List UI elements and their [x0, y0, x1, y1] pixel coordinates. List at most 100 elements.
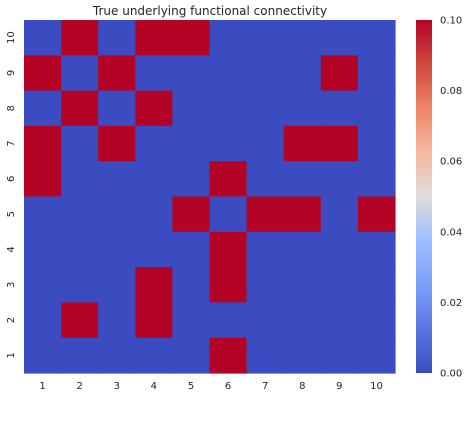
heatmap-cell-r4-c4 [135, 231, 173, 268]
heatmap-cell-r9-c8 [283, 55, 322, 92]
heatmap-cell-r7-c1 [24, 125, 62, 162]
heatmap-cell-r6-c4 [135, 161, 173, 198]
heatmap-cell-r5-c5 [172, 196, 211, 233]
heatmap-cell-r9-c2 [61, 55, 99, 92]
heatmap-cell-r8-c3 [98, 90, 136, 127]
x-tick-label: 2 [76, 381, 82, 392]
y-tick-label: 3 [6, 282, 17, 288]
heatmap-cell-r4-c2 [61, 231, 99, 268]
heatmap-cell-r9-c4 [135, 55, 173, 92]
heatmap-cell-r8-c4 [135, 90, 173, 127]
heatmap-cell-r10-c5 [172, 20, 211, 56]
heatmap-cell-r2-c7 [246, 302, 285, 339]
heatmap-cell-r5-c6 [209, 196, 248, 233]
heatmap-cell-r2-c5 [172, 302, 211, 339]
heatmap-cell-r4-c5 [172, 231, 211, 268]
heatmap-cell-r3-c10 [357, 267, 396, 303]
heatmap-cell-r5-c4 [135, 196, 173, 233]
heatmap-cell-r8-c5 [172, 90, 211, 127]
colorbar-tick-label: 0.06 [440, 157, 462, 168]
heatmap-cell-r2-c10 [357, 302, 396, 339]
heatmap-cell-r5-c7 [246, 196, 285, 233]
x-axis-ticks: 1 2 3 4 5 6 7 8 9 10 [39, 381, 382, 392]
heatmap-cell-r6-c1 [24, 161, 62, 198]
heatmap-cell-r2-c2 [61, 302, 99, 339]
colorbar-tick-label: 0.08 [440, 86, 462, 97]
heatmap-cell-r10-c3 [98, 20, 136, 56]
heatmap-cell-r5-c3 [98, 196, 136, 233]
heatmap-cell-r6-c5 [172, 161, 211, 198]
heatmap-cell-r10-c2 [61, 20, 99, 56]
heatmap-cell-r2-c9 [320, 302, 359, 339]
heatmap-cell-r7-c9 [320, 125, 359, 162]
heatmap-cell-r5-c2 [61, 196, 99, 233]
x-tick-label: 10 [370, 381, 383, 392]
heatmap-cell-r3-c1 [24, 267, 62, 303]
x-tick-label: 3 [114, 381, 120, 392]
heatmap-cell-r4-c8 [283, 231, 322, 268]
heatmap-cell-r6-c2 [61, 161, 99, 198]
heatmap-cell-r5-c9 [320, 196, 359, 233]
heatmap-cell-r1-c4 [135, 337, 173, 374]
heatmap-cell-r8-c10 [357, 90, 396, 127]
colorbar-tick-label: 0.04 [440, 227, 462, 238]
y-tick-label: 9 [6, 70, 17, 76]
x-tick-label: 5 [188, 381, 194, 392]
y-tick-label: 2 [6, 317, 17, 323]
heatmap-cell-r10-c4 [135, 20, 173, 56]
heatmap-cell-r9-c7 [246, 55, 285, 92]
heatmap-cell-r1-c5 [172, 337, 211, 374]
heatmap-cell-r4-c3 [98, 231, 136, 268]
heatmap-cell-r5-c1 [24, 196, 62, 233]
heatmap-cell-r1-c9 [320, 337, 359, 374]
heatmap-cell-r9-c9 [320, 55, 359, 92]
y-tick-label: 1 [6, 352, 17, 358]
heatmap-cell-r4-c1 [24, 231, 62, 268]
x-tick-label: 1 [39, 381, 45, 392]
heatmap-cell-r7-c10 [357, 125, 396, 162]
colorbar-tick-label: 0.02 [440, 298, 462, 309]
heatmap-cell-r7-c7 [246, 125, 285, 162]
heatmap-cell-r10-c6 [209, 20, 248, 56]
heatmap-cell-r3-c7 [246, 267, 285, 303]
heatmap-cell-r10-c1 [24, 20, 62, 56]
heatmap-cell-r6-c6 [209, 161, 248, 198]
heatmap-cell-r1-c8 [283, 337, 322, 374]
heatmap-cell-r5-c10 [357, 196, 396, 233]
heatmap-cell-r1-c7 [246, 337, 285, 374]
heatmap-cell-r3-c8 [283, 267, 322, 303]
heatmap-cell-r8-c6 [209, 90, 248, 127]
y-tick-label: 4 [6, 246, 17, 252]
heatmap-cell-r10-c8 [283, 20, 322, 56]
heatmap-cell-r7-c3 [98, 125, 136, 162]
heatmap-cell-r6-c3 [98, 161, 136, 198]
heatmap-cell-r6-c9 [320, 161, 359, 198]
y-tick-label: 6 [6, 176, 17, 182]
heatmap-cell-r10-c10 [357, 20, 396, 56]
heatmap-cell-r1-c3 [98, 337, 136, 374]
x-tick-label: 4 [151, 381, 157, 392]
heatmap-cell-r2-c8 [283, 302, 322, 339]
heatmap-cell-r8-c2 [61, 90, 99, 127]
heatmap-cell-r7-c6 [209, 125, 248, 162]
heatmap-cell-r3-c3 [98, 267, 136, 303]
y-axis-ticks: 1 2 3 4 5 6 7 8 9 10 [6, 31, 17, 358]
heatmap-cell-r1-c10 [357, 337, 396, 374]
heatmap-cell-r2-c3 [98, 302, 136, 339]
y-tick-label: 10 [6, 31, 17, 44]
heatmap-cell-r9-c3 [98, 55, 136, 92]
heatmap-cell-r6-c10 [357, 161, 396, 198]
heatmap-cell-r6-c8 [283, 161, 322, 198]
chart-title: True underlying functional connectivity [92, 4, 327, 18]
heatmap-cell-r7-c5 [172, 125, 211, 162]
heatmap-cell-r9-c10 [357, 55, 396, 92]
y-tick-label: 8 [6, 105, 17, 111]
colorbar-tick-label: 0.00 [440, 369, 462, 380]
heatmap-cell-r9-c6 [209, 55, 248, 92]
heatmap-cell-r1-c2 [61, 337, 99, 374]
heatmap-cell-r10-c9 [320, 20, 359, 56]
x-tick-label: 6 [225, 381, 231, 392]
heatmap-cell-r8-c7 [246, 90, 285, 127]
heatmap-cell-r3-c5 [172, 267, 211, 303]
heatmap-cell-r1-c1 [24, 337, 62, 374]
